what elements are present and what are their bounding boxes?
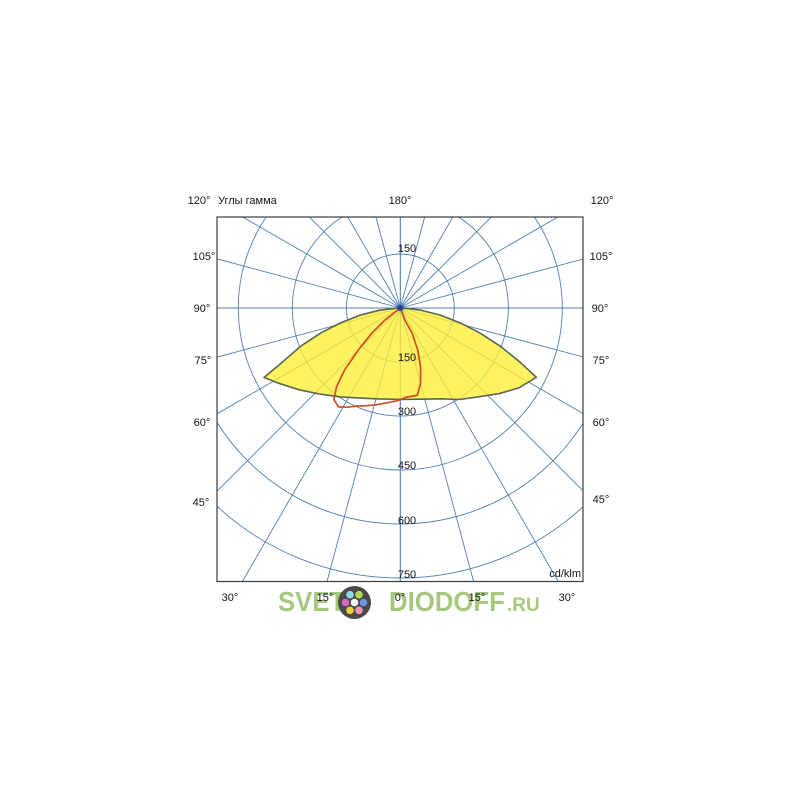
radial-tick-450: 450 xyxy=(397,460,417,472)
gamma-label-75-left: 75° xyxy=(194,355,212,367)
watermark: SVET DIODOFF .RU xyxy=(278,584,540,622)
gamma-label-60-right: 60° xyxy=(592,417,610,429)
radial-tick-150-upper: 150 xyxy=(397,243,417,255)
watermark-text-ru: .RU xyxy=(507,595,540,616)
gamma-label-90-right: 90° xyxy=(591,303,609,315)
unit-label: cd/klm xyxy=(549,568,581,580)
gamma-label-15-bottom-right: 15° xyxy=(468,592,486,604)
gamma-label-180-top: 180° xyxy=(388,195,412,207)
watermark-text-svet: SVET xyxy=(278,586,346,617)
watermark-text-diodoff: DIODOFF xyxy=(389,586,505,617)
gamma-label-45-right: 45° xyxy=(592,494,610,506)
gamma-label-15-bottom-left: 15° xyxy=(316,592,334,604)
gamma-label-30-bottom-left: 30° xyxy=(221,592,239,604)
radial-tick-750: 750 xyxy=(397,569,417,581)
gamma-label-30-bottom-right: 30° xyxy=(558,592,576,604)
gamma-label-120-top-left: 120° xyxy=(187,195,211,207)
gamma-label-45-left: 45° xyxy=(192,497,210,509)
chart-title: Углы гамма xyxy=(218,195,277,207)
radial-tick-150: 150 xyxy=(397,352,417,364)
svetodiodoff-logo-icon xyxy=(338,586,371,619)
gamma-label-90-left: 90° xyxy=(193,303,211,315)
gamma-label-0-bottom: 0° xyxy=(394,592,406,604)
gamma-label-60-left: 60° xyxy=(193,417,211,429)
gamma-label-120-top-right: 120° xyxy=(590,195,614,207)
radial-tick-600: 600 xyxy=(397,515,417,527)
radial-tick-300: 300 xyxy=(397,406,417,418)
gamma-label-105-right: 105° xyxy=(589,251,613,263)
gamma-label-105-left: 105° xyxy=(192,251,216,263)
gamma-label-75-right: 75° xyxy=(592,355,610,367)
